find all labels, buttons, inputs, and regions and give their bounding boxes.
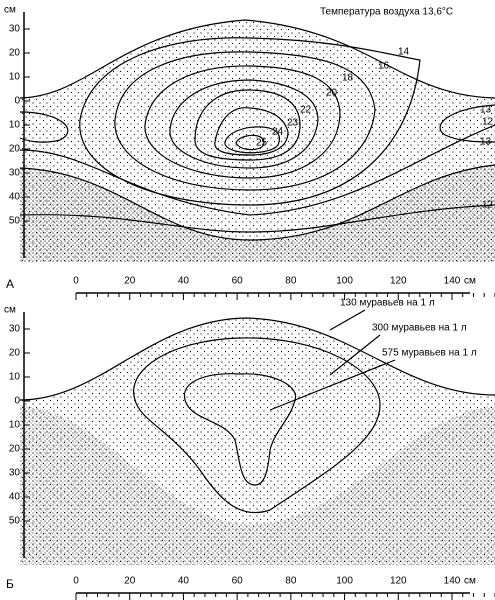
x-tick-label: 60 <box>232 276 244 287</box>
zone-300 <box>133 337 381 514</box>
y-tick-label: 20 <box>9 144 21 155</box>
x-unit: см <box>464 576 476 587</box>
x-tick-label: 120 <box>390 276 407 287</box>
isotherm <box>235 134 265 151</box>
isotherm <box>79 37 421 206</box>
isotherm <box>19 164 495 241</box>
y-tick-label: 10 <box>9 420 21 431</box>
isotherm <box>19 111 69 143</box>
deep-soil <box>20 405 495 565</box>
x-tick-label: 40 <box>178 276 190 287</box>
y-unit: см <box>4 5 16 16</box>
isotherm <box>114 51 376 191</box>
x-unit: см <box>464 276 476 287</box>
y-tick-label: 0 <box>14 96 20 107</box>
x-tick-label: 100 <box>336 276 353 287</box>
zone-575 <box>183 373 297 486</box>
isotherm <box>144 65 341 179</box>
x-tick-label: 120 <box>390 576 407 587</box>
isotherm-label: 13 <box>480 105 492 116</box>
isotherm <box>194 89 301 161</box>
isotherm-label: 12 <box>482 200 494 211</box>
y-tick-label: 20 <box>9 444 21 455</box>
isotherm <box>214 107 289 156</box>
x-tick-label: 0 <box>73 576 79 587</box>
deep-soil <box>20 165 495 262</box>
x-tick-label: 140 <box>444 576 461 587</box>
panel-letter: Б <box>6 577 14 591</box>
isotherm <box>19 204 495 233</box>
isotherm-label: 23 <box>287 118 299 129</box>
x-tick-label: 140 <box>444 276 461 287</box>
y-tick-label: 40 <box>9 192 21 203</box>
x-tick-label: 0 <box>73 276 79 287</box>
leader <box>269 359 396 411</box>
x-tick-label: 100 <box>336 576 353 587</box>
y-tick-label: 50 <box>9 216 21 227</box>
x-tick-label: 60 <box>232 576 244 587</box>
y-tick-label: 10 <box>9 72 21 83</box>
panel-a: Температура воздуха 13,6°С А <box>6 7 495 291</box>
isotherm-label: 18 <box>342 73 354 84</box>
y-tick-label: 30 <box>9 168 21 179</box>
isotherm-label: 14 <box>398 47 410 58</box>
x-tick-label: 20 <box>124 276 136 287</box>
surface <box>19 317 495 401</box>
isotherm <box>439 104 495 143</box>
isotherm-label: 22 <box>300 105 312 116</box>
x-tick-label: 40 <box>178 576 190 587</box>
isotherm-label: 12 <box>482 117 494 128</box>
isotherm-label: 25 <box>256 138 268 149</box>
isotherm <box>224 126 281 154</box>
y-tick-label: 20 <box>9 348 21 359</box>
y-tick-label: 30 <box>9 468 21 479</box>
y-tick-label: 20 <box>9 48 21 59</box>
isotherm <box>19 124 495 216</box>
isotherm-label: 20 <box>326 88 338 99</box>
y-tick-label: 0 <box>14 396 20 407</box>
y-unit: см <box>4 305 16 316</box>
y-tick-label: 30 <box>9 324 21 335</box>
panel-b: 130 муравьев на 1 л 300 муравьев на 1 л … <box>6 298 495 591</box>
soil <box>20 20 495 262</box>
leader <box>329 334 381 376</box>
y-tick-label: 30 <box>9 24 21 35</box>
isotherm <box>169 79 319 169</box>
annotation: 300 муравьев на 1 л <box>372 323 467 334</box>
isotherm-label: 13 <box>480 137 492 148</box>
annotation: 130 муравьев на 1 л <box>340 298 435 309</box>
surface <box>19 19 495 99</box>
isotherm-label: 24 <box>272 127 284 138</box>
panel-letter: А <box>6 277 14 291</box>
x-tick-label: 80 <box>285 576 297 587</box>
x-tick-label: 20 <box>124 576 136 587</box>
y-tick-label: 40 <box>9 492 21 503</box>
annotation: 575 муравьев на 1 л <box>382 348 477 359</box>
y-tick-label: 10 <box>9 372 21 383</box>
leader <box>329 309 366 331</box>
isotherm-label: 16 <box>378 61 390 72</box>
x-tick-label: 80 <box>285 276 297 287</box>
panel-title: Температура воздуха 13,6°С <box>320 7 453 18</box>
y-tick-label: 50 <box>9 516 21 527</box>
y-tick-label: 10 <box>9 120 21 131</box>
